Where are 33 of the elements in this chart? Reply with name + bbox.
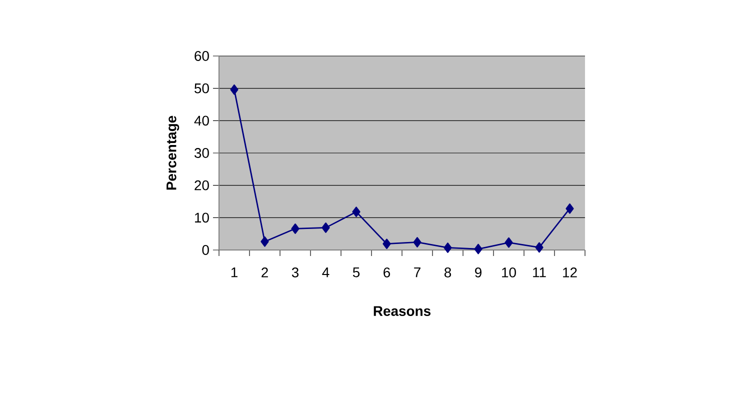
x-tick-label: 8 [444,268,452,278]
x-tick-label: 10 [502,268,516,278]
y-tick-label: 60 [194,51,209,61]
y-tick-label: 20 [194,180,209,190]
x-tick-label: 12 [563,268,577,278]
point [352,206,360,218]
x-tick-label: 2 [262,268,268,278]
point [322,222,330,233]
y-axis-title: Percentage [166,116,180,190]
x-tick-label: 7 [414,268,420,278]
point [260,236,269,247]
x-tick-label: 4 [322,268,330,278]
y-tick-label: 30 [194,148,209,158]
y-tick-label: 50 [194,83,209,94]
point [535,242,544,253]
x-tick-label: 5 [352,268,360,278]
x-tick-label: 3 [292,268,299,278]
point [444,242,452,253]
x-axis-title: Reasons [374,306,431,316]
y-tick-label: 10 [195,212,209,223]
point [504,237,513,248]
point [474,244,482,254]
point [291,223,300,234]
point [413,237,422,248]
x-tick-label: 6 [384,268,390,278]
x-tick-label: 9 [475,268,482,278]
point [566,203,574,214]
y-tick-label: 40 [194,116,209,126]
point [382,238,391,250]
x-tick-label: 1 [231,268,238,278]
y-tick-label: 0 [202,245,209,255]
x-tick-label: 11 [533,268,546,278]
point [230,84,238,95]
